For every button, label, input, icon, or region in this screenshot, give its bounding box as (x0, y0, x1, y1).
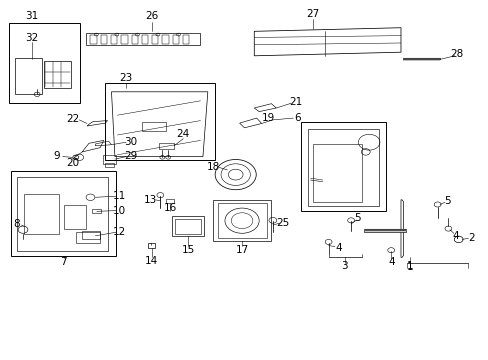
Text: 16: 16 (163, 203, 177, 213)
Bar (101, 35, 107, 44)
Text: 25: 25 (275, 218, 289, 228)
Bar (81, 231, 100, 239)
Bar (159, 143, 173, 149)
Text: 4: 4 (388, 257, 395, 267)
Bar (217, 203, 266, 238)
Text: 19: 19 (261, 113, 274, 123)
Text: 7: 7 (60, 257, 67, 267)
Bar (142, 122, 166, 131)
Text: 5: 5 (443, 196, 450, 206)
Bar (105, 83, 215, 160)
Text: 4: 4 (334, 243, 341, 253)
Text: 3: 3 (341, 261, 347, 271)
Text: 5: 5 (354, 213, 361, 223)
Bar (111, 35, 117, 44)
Bar (17, 177, 107, 251)
Text: 22: 22 (66, 114, 80, 124)
Text: 32: 32 (25, 33, 39, 43)
Bar (172, 216, 203, 236)
Text: 31: 31 (25, 11, 39, 21)
Bar (183, 35, 189, 44)
Bar (152, 35, 158, 44)
Text: 11: 11 (113, 191, 126, 201)
Text: 1: 1 (406, 262, 412, 272)
Bar (24, 194, 59, 234)
Bar (300, 122, 386, 211)
Text: 4: 4 (451, 231, 458, 241)
Text: 13: 13 (143, 195, 157, 205)
Bar (85, 33, 200, 45)
Bar (15, 58, 41, 94)
Polygon shape (403, 58, 439, 59)
Text: 2: 2 (468, 233, 474, 243)
Bar (148, 243, 155, 248)
Bar (162, 35, 168, 44)
Text: 20: 20 (66, 158, 79, 168)
Bar (172, 35, 179, 44)
Bar (175, 219, 201, 234)
Bar (63, 205, 85, 229)
Bar (131, 35, 138, 44)
Text: 29: 29 (124, 150, 138, 161)
Bar (105, 163, 114, 167)
Text: 15: 15 (181, 245, 195, 255)
Text: 27: 27 (305, 9, 319, 19)
Bar (307, 129, 378, 206)
Bar (44, 61, 71, 88)
Text: 10: 10 (113, 206, 126, 216)
Polygon shape (364, 230, 405, 232)
Text: 12: 12 (113, 227, 126, 237)
Bar (9, 23, 80, 103)
Text: 21: 21 (288, 96, 302, 107)
Bar (142, 35, 148, 44)
Bar (166, 199, 174, 203)
Bar (92, 209, 101, 213)
Text: 6: 6 (293, 113, 300, 123)
Bar (312, 144, 361, 202)
Bar (90, 35, 97, 44)
Bar (102, 155, 116, 164)
Text: 9: 9 (53, 150, 60, 161)
Bar (76, 232, 100, 243)
Text: 17: 17 (235, 245, 248, 255)
Text: 18: 18 (206, 162, 220, 172)
Text: 1: 1 (406, 261, 412, 271)
Bar (11, 171, 116, 256)
Text: 23: 23 (119, 73, 133, 84)
Text: 28: 28 (449, 49, 463, 59)
Bar (212, 200, 271, 241)
Text: 30: 30 (124, 137, 137, 147)
Bar (121, 35, 127, 44)
Text: 8: 8 (13, 219, 20, 229)
Text: 14: 14 (144, 256, 158, 266)
Text: 26: 26 (144, 11, 158, 21)
Text: 24: 24 (176, 129, 190, 139)
